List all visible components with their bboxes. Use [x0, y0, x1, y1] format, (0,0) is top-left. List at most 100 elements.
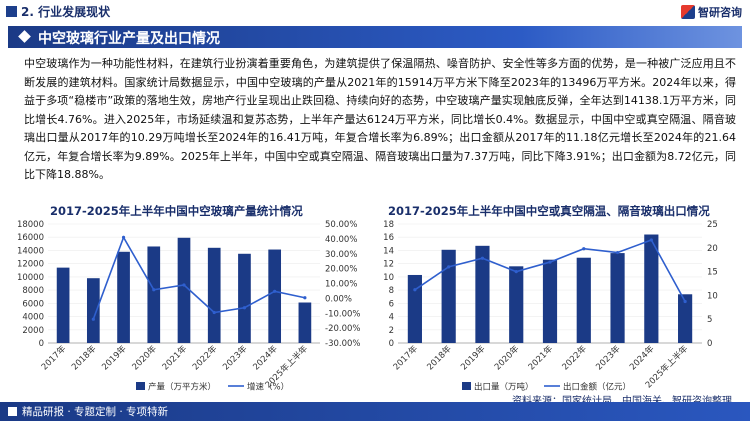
body-paragraph: 中空玻璃作为一种功能性材料，在建筑行业扮演着重要角色，为建筑提供了保温隔热、噪音…	[24, 57, 736, 181]
y-right-tick-label: 10.00%	[325, 280, 357, 290]
y-right-tick-label: 20	[707, 244, 718, 254]
bar	[56, 267, 70, 343]
y-left-tick-label: 0	[39, 339, 44, 349]
bar	[644, 234, 659, 343]
bar	[542, 259, 558, 343]
x-tick-label: 2018年	[425, 343, 454, 372]
line-point	[447, 265, 451, 269]
x-tick-label: 2017年	[391, 343, 420, 372]
bar	[238, 253, 251, 343]
legend-label: 增速（%）	[247, 382, 289, 393]
bar	[576, 257, 591, 343]
x-tick-label: 2020年	[130, 343, 159, 372]
series-line	[92, 235, 306, 320]
y-left-tick-label: 18	[383, 220, 394, 230]
line-point	[212, 310, 216, 315]
x-tick-label: 2024年	[627, 343, 656, 372]
y-right-tick-label: -30.00%	[325, 339, 360, 349]
y-left-tick-label: 8	[389, 286, 394, 296]
bar	[441, 249, 456, 343]
line-point	[273, 289, 277, 293]
x-tick-label: 2020年	[492, 343, 521, 372]
y-left-tick-label: 0	[389, 339, 394, 349]
y-left-tick-label: 18000	[17, 220, 44, 230]
y-right-tick-label: 0.00%	[325, 294, 352, 304]
x-tick-label: 2019年	[458, 343, 487, 372]
x-tick-label: 2024年	[251, 343, 280, 372]
y-left-tick-label: 8000	[22, 286, 44, 296]
y-left-tick-label: 14	[383, 246, 394, 256]
y-right-tick-label: 30.00%	[325, 250, 357, 260]
bar	[117, 251, 130, 343]
production-chart: 0 2000 4000 6000 8000 10000 12000 14000 16000 180…	[17, 220, 361, 393]
x-tick-label: 2023年	[220, 343, 249, 372]
footer-square-icon	[8, 407, 17, 416]
line-point	[303, 296, 307, 300]
bar	[147, 246, 161, 343]
bar	[678, 294, 693, 343]
y-left-tick-label: 12000	[17, 260, 44, 270]
line-point	[182, 283, 186, 287]
y-left-tick-label: 4	[389, 313, 394, 323]
y-right-tick-label: 0	[707, 339, 712, 349]
y-right-tick-label: 15	[707, 268, 718, 278]
top-bar: 2. 行业发展现状 智研咨询	[0, 0, 750, 24]
bar	[177, 237, 191, 343]
source-note: 资料来源：国家统计局、中国海关、智研咨询整理	[512, 392, 732, 407]
left-chart-title: 2017-2025年上半年中国中空玻璃产量统计情况	[50, 204, 303, 218]
page-title: 中空玻璃行业产量及出口情况	[38, 31, 220, 47]
bar	[298, 302, 312, 343]
y-right-tick-label: 5	[707, 315, 712, 325]
right-chart-title: 2017-2025年上半年中国中空或真空隔温、隔音玻璃出口情况	[388, 204, 710, 218]
bar	[509, 266, 524, 343]
section-square-icon	[6, 6, 17, 17]
line-point	[121, 235, 126, 239]
line-point	[582, 247, 586, 251]
line-point	[91, 317, 95, 321]
y-right-tick-label: -20.00%	[325, 324, 360, 334]
bar	[610, 253, 625, 343]
legend-bar-swatch	[462, 382, 471, 390]
legend-bar-swatch	[136, 382, 145, 390]
brand-logo-text: 智研咨询	[698, 6, 742, 19]
bar	[407, 274, 422, 343]
footer-bar: 精品研报 · 专题定制 · 专项特新	[0, 402, 750, 421]
section-title: 2. 行业发展现状	[21, 5, 111, 19]
page-header: 中空玻璃行业产量及出口情况	[8, 26, 742, 48]
x-tick-label: 2021年	[160, 343, 189, 372]
y-left-tick-label: 6	[389, 299, 394, 309]
y-right-tick-label: 50.00%	[325, 220, 357, 230]
y-right-tick-label: -10.00%	[325, 309, 360, 319]
x-tick-label: 2018年	[69, 343, 98, 372]
y-left-tick-label: 2000	[22, 326, 44, 336]
y-right-tick-label: 25	[707, 220, 718, 230]
y-left-tick-label: 12	[383, 260, 394, 270]
y-left-tick-label: 10	[383, 273, 394, 283]
x-tick-label: 2022年	[190, 343, 219, 372]
line-point	[514, 270, 518, 274]
legend-label: 产量（万平方米）	[148, 382, 216, 393]
x-tick-label: 2021年	[526, 343, 555, 372]
bar	[86, 278, 100, 343]
y-left-tick-label: 16000	[17, 233, 44, 243]
line-point	[683, 299, 687, 304]
x-tick-label: 2019年	[100, 343, 129, 372]
bar	[207, 247, 221, 343]
legend-label: 出口金额（亿元）	[563, 382, 631, 393]
y-left-tick-label: 4000	[22, 313, 44, 323]
y-left-tick-label: 16	[383, 233, 394, 243]
brand-logo-icon	[681, 5, 695, 19]
export-chart: 0 2 4 6 8 10 12 14 16 18 0 5 10 15 20 25 2017年 2018年 2019年…	[383, 220, 718, 393]
y-left-tick-label: 6000	[22, 299, 44, 309]
y-right-tick-label: 40.00%	[325, 235, 357, 245]
line-point	[548, 260, 552, 264]
bar	[475, 245, 490, 343]
line-point	[480, 256, 485, 260]
brand-logo: 智研咨询	[681, 4, 742, 20]
y-right-tick-label: 10	[707, 291, 718, 301]
bar	[268, 249, 282, 343]
line-point	[242, 306, 247, 310]
diamond-icon	[18, 30, 31, 43]
legend-label: 出口量（万吨）	[474, 382, 534, 393]
footer-text: 精品研报 · 专题定制 · 专项特新	[22, 406, 169, 418]
